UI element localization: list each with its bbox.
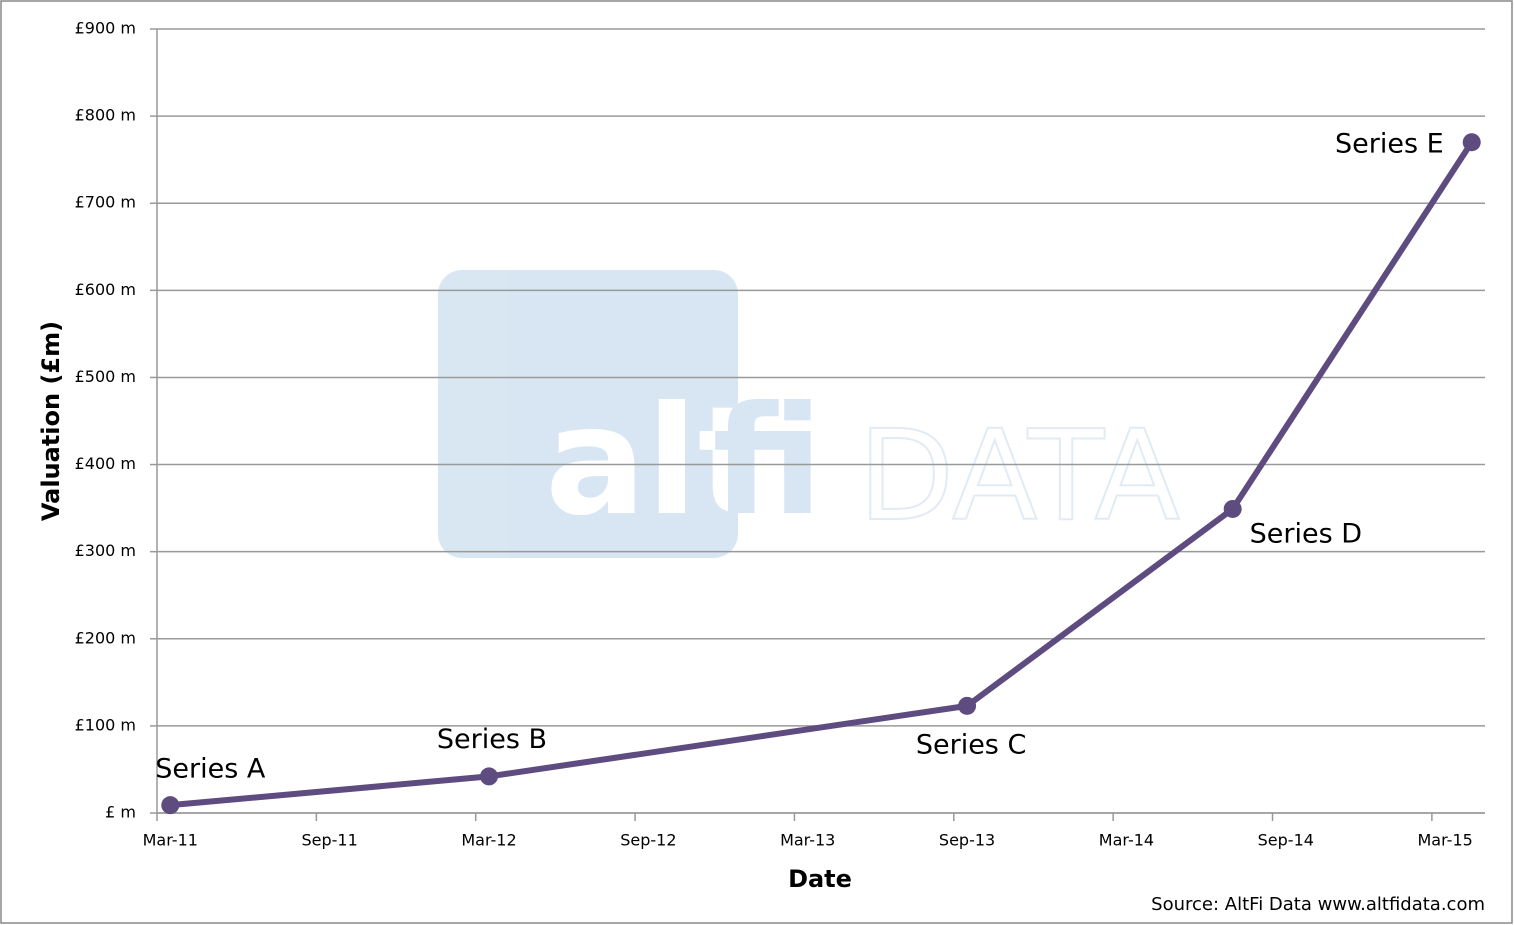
data-point xyxy=(958,696,977,715)
watermark-text: alt xyxy=(545,375,769,549)
point-label: Series A xyxy=(155,754,266,785)
y-tick-label: £300 m xyxy=(75,541,136,560)
x-tick-label: Mar-13 xyxy=(780,831,835,850)
y-tick-label: £600 m xyxy=(75,280,136,299)
y-tick-label: £500 m xyxy=(75,367,136,386)
point-label: Series B xyxy=(437,724,547,755)
y-tick-label: £ m xyxy=(105,803,136,822)
y-tick-label: £400 m xyxy=(75,454,136,473)
y-tick-label: £800 m xyxy=(75,106,136,125)
watermark: alt fi DATA xyxy=(438,270,1181,558)
watermark-text: fi xyxy=(712,375,823,549)
x-tick-label: Sep-13 xyxy=(939,831,995,850)
point-label: Series C xyxy=(916,729,1026,760)
point-label: Series D xyxy=(1250,518,1362,549)
y-axis-title: Valuation (£m) xyxy=(37,321,65,521)
x-tick-label: Mar-12 xyxy=(461,831,516,850)
y-tick-label: £900 m xyxy=(75,19,136,38)
x-tick-label: Sep-14 xyxy=(1258,831,1314,850)
x-tick-label: Sep-12 xyxy=(620,831,676,850)
x-tick-label: Mar-14 xyxy=(1099,831,1154,850)
y-tick-label: £200 m xyxy=(75,628,136,647)
x-tick-label: Mar-11 xyxy=(143,831,198,850)
source-note: Source: AltFi Data www.altfidata.com xyxy=(1151,894,1485,915)
x-tick-label: Mar-15 xyxy=(1418,831,1473,850)
data-point xyxy=(161,796,180,815)
y-tick-label: £700 m xyxy=(75,193,136,212)
x-axis-title: Date xyxy=(788,865,852,893)
data-point xyxy=(1462,133,1481,152)
point-label: Series E xyxy=(1335,129,1444,160)
watermark-text: DATA xyxy=(858,404,1180,549)
data-point xyxy=(1223,499,1242,518)
data-point xyxy=(480,767,498,786)
y-tick-label: £100 m xyxy=(75,715,136,734)
watermark-box xyxy=(438,270,738,558)
x-tick-label: Sep-11 xyxy=(301,831,357,850)
